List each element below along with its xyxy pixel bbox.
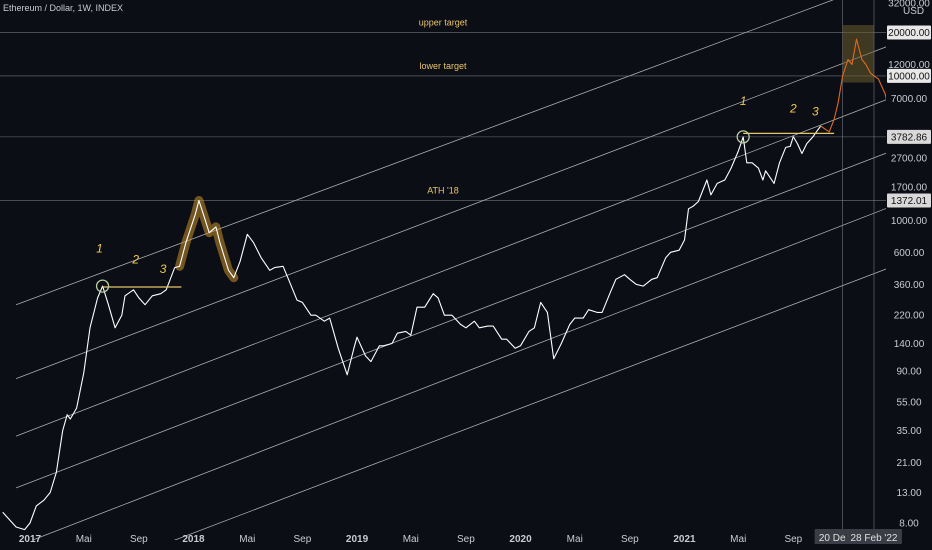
target-zone [842, 25, 874, 83]
x-tick-label: Sep [130, 534, 148, 545]
price-badge-3 [887, 129, 931, 144]
vertical-markers [842, 0, 875, 540]
price-line [2, 125, 822, 531]
channel-line-3 [15, 99, 886, 437]
y-tick-label: 35.00 [896, 426, 921, 437]
price-badge-label-2: 10000.00 [888, 71, 930, 82]
x-tick-label: Mai [730, 534, 746, 545]
y-tick-label: 140.00 [894, 339, 925, 350]
wave-label-2: 2 [131, 253, 139, 267]
y-tick-label: 32000.00 [888, 0, 930, 10]
target-box [842, 25, 874, 83]
y-axis: 8.00 13.00 21.00 35.00 55.00 90.00 140.00 220.0… [886, 0, 932, 550]
currency-label: USD [903, 6, 924, 17]
y-tick-label: 600.00 [894, 248, 925, 259]
price-badge-label-1: 20000.00 [888, 28, 930, 39]
price-badge-label-3: 3782.86 [891, 132, 928, 143]
x-tick-label: Mai [76, 534, 92, 545]
y-tick-label: 8.00 [899, 518, 919, 529]
x-tick-label: Mai [239, 534, 255, 545]
x-tick-label: 2019 [346, 534, 369, 545]
y-tick-label: 2700.00 [891, 154, 928, 165]
wave-label-4: 1 [740, 94, 747, 108]
y-tick-label: 360.00 [894, 280, 925, 291]
projection-line [820, 38, 886, 133]
level-label-2: lower target [419, 61, 467, 71]
date-badge-label-2: 28 Feb '22 [851, 533, 898, 544]
x-tick-label: Mai [403, 534, 419, 545]
y-axis-panel [886, 0, 932, 550]
channel-lines [15, 0, 886, 540]
x-tick-label: 2021 [673, 534, 696, 545]
y-tick-label: 7000.00 [891, 94, 928, 105]
y-tick-label: 90.00 [896, 367, 921, 378]
y-tick-label: 1000.00 [891, 216, 928, 227]
level-label-4: ATH '18 [427, 185, 459, 195]
price-series [2, 38, 886, 531]
x-tick-label: Sep [457, 534, 475, 545]
wave-label-1: 1 [96, 241, 103, 255]
price-badge-1 [887, 25, 931, 40]
y-tick-label: 220.00 [894, 311, 925, 322]
y-tick-label: 12000.00 [888, 60, 930, 71]
x-tick-label: Sep [293, 534, 311, 545]
x-tick-label: 2018 [182, 534, 205, 545]
x-tick-label: Mai [567, 534, 583, 545]
channel-line-5 [31, 208, 886, 540]
channel-line-6 [173, 268, 886, 540]
x-axis: 2017 Mai Sep 2018 Mai Sep 2019 Mai Sep 2020 Mai Sep… [19, 529, 902, 545]
x-tick-label: 2017 [19, 534, 42, 545]
pivot-circle-1 [95, 279, 110, 293]
x-tick-label: Sep [621, 534, 639, 545]
horizontal-levels: upper target lower target ATH '18 [0, 17, 886, 201]
chart-title: Ethereum / Dollar, 1W, INDEX [3, 3, 123, 13]
y-tick-label: 21.00 [896, 458, 921, 469]
pivot-circle-2 [736, 130, 750, 144]
x-tick-label: Sep [784, 534, 802, 545]
x-tick-label: 2020 [509, 534, 532, 545]
y-tick-label: 1700.00 [891, 183, 928, 194]
channel-line-4 [15, 152, 886, 489]
channel-line-2 [15, 46, 886, 379]
level-label-1: upper target [419, 17, 468, 27]
price-badge-2 [887, 68, 931, 83]
wave-label-5: 2 [789, 101, 797, 115]
date-badge-label-1: 20 Dez '21 [819, 533, 867, 544]
price-badge-label-4: 1372.01 [891, 196, 928, 207]
price-badge-4 [887, 193, 931, 208]
wave-label-6: 3 [812, 105, 819, 119]
date-badge-2 [845, 529, 902, 544]
wave-label-3: 3 [160, 262, 167, 276]
y-tick-label: 13.00 [896, 488, 921, 499]
annotations: 1 2 3 1 2 3 [95, 94, 835, 293]
y-tick-label: 55.00 [896, 398, 921, 409]
